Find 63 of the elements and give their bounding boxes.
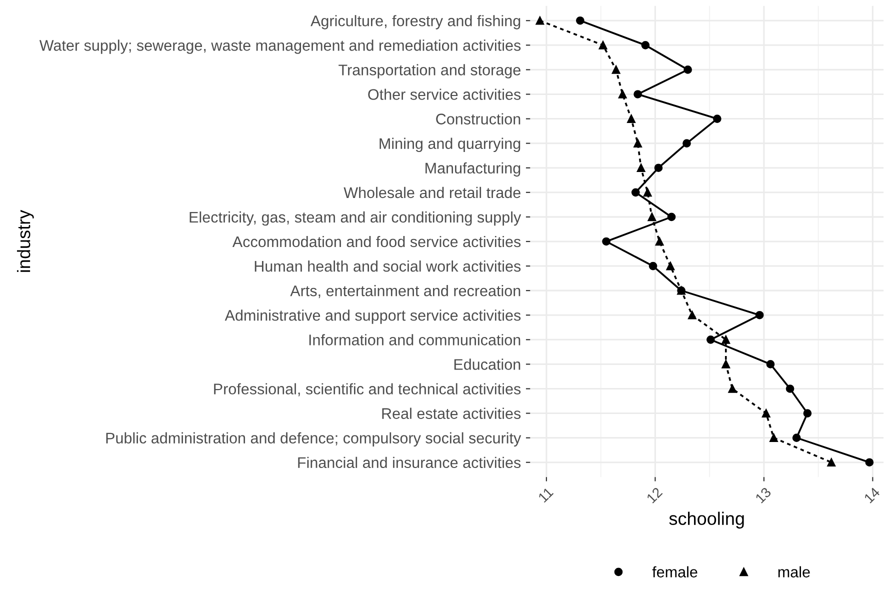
point (713, 114, 722, 123)
y-tick-label: Education (454, 358, 520, 370)
point (688, 310, 696, 320)
y-tick-label: Arts, entertainment and recreation (290, 285, 520, 298)
point (576, 16, 584, 25)
point (655, 237, 664, 246)
point (648, 262, 658, 270)
point (648, 212, 656, 222)
point (634, 139, 642, 148)
x-tick-label: 14 (864, 486, 880, 504)
point (682, 139, 691, 148)
y-tick-label: Transportation and storage (338, 64, 520, 78)
y-tick-label: Financial and insurance activities (298, 456, 521, 468)
point (766, 360, 775, 368)
y-tick-label: Wholesale and retail trade (344, 186, 520, 198)
legend-label: female (652, 566, 698, 578)
point (536, 16, 544, 25)
point (770, 434, 778, 442)
y-tick-label: Human health and social work activities (254, 260, 521, 272)
y-tick-label: Administrative and support service activities (224, 310, 521, 324)
point (641, 40, 650, 50)
y-tick-label: Information and communication (309, 334, 520, 346)
point (618, 90, 627, 98)
point (654, 164, 663, 172)
x-tick-label: 11 (538, 486, 554, 503)
y-tick-label: Other service activities (368, 88, 521, 100)
x-tick-label: 12 (646, 486, 663, 504)
point (728, 384, 737, 393)
y-axis-title: industry (16, 210, 34, 272)
legend-label: male (778, 566, 810, 578)
y-tick-label: Mining and quarrying (380, 138, 520, 152)
point (684, 66, 692, 74)
point (612, 66, 620, 74)
point (666, 262, 675, 270)
point (627, 114, 636, 123)
x-tick-label: 13 (754, 486, 772, 504)
point (865, 458, 874, 467)
point (706, 335, 715, 344)
y-tick-label: Real estate activities (382, 408, 521, 419)
y-tick-label: Public administration and defence; compulsory social security (106, 432, 522, 447)
y-tick-label: Agriculture, forestry and fishing (310, 15, 520, 30)
point (602, 237, 610, 246)
point (631, 188, 640, 197)
point (786, 384, 794, 393)
point (827, 458, 836, 467)
y-tick-label: Accommodation and food service activities (232, 236, 521, 248)
point (755, 310, 764, 320)
point (792, 434, 801, 442)
x-axis-title: schooling (669, 512, 744, 529)
point (643, 188, 652, 197)
point (722, 335, 730, 344)
y-tick-label: Electricity, gas, steam and air conditioning supply (190, 211, 522, 226)
y-tick-label: Water supply; sewerage, waste management and remediation activities (39, 40, 521, 54)
point (762, 409, 770, 418)
point (634, 90, 642, 98)
point (667, 212, 676, 222)
point (803, 409, 812, 418)
y-tick-label: Professional, scientific and technical activities (214, 383, 521, 396)
y-tick-label: Construction (436, 113, 520, 124)
point (636, 164, 646, 172)
point (598, 40, 608, 50)
y-tick-label: Manufacturing (426, 162, 520, 177)
point (722, 360, 730, 368)
